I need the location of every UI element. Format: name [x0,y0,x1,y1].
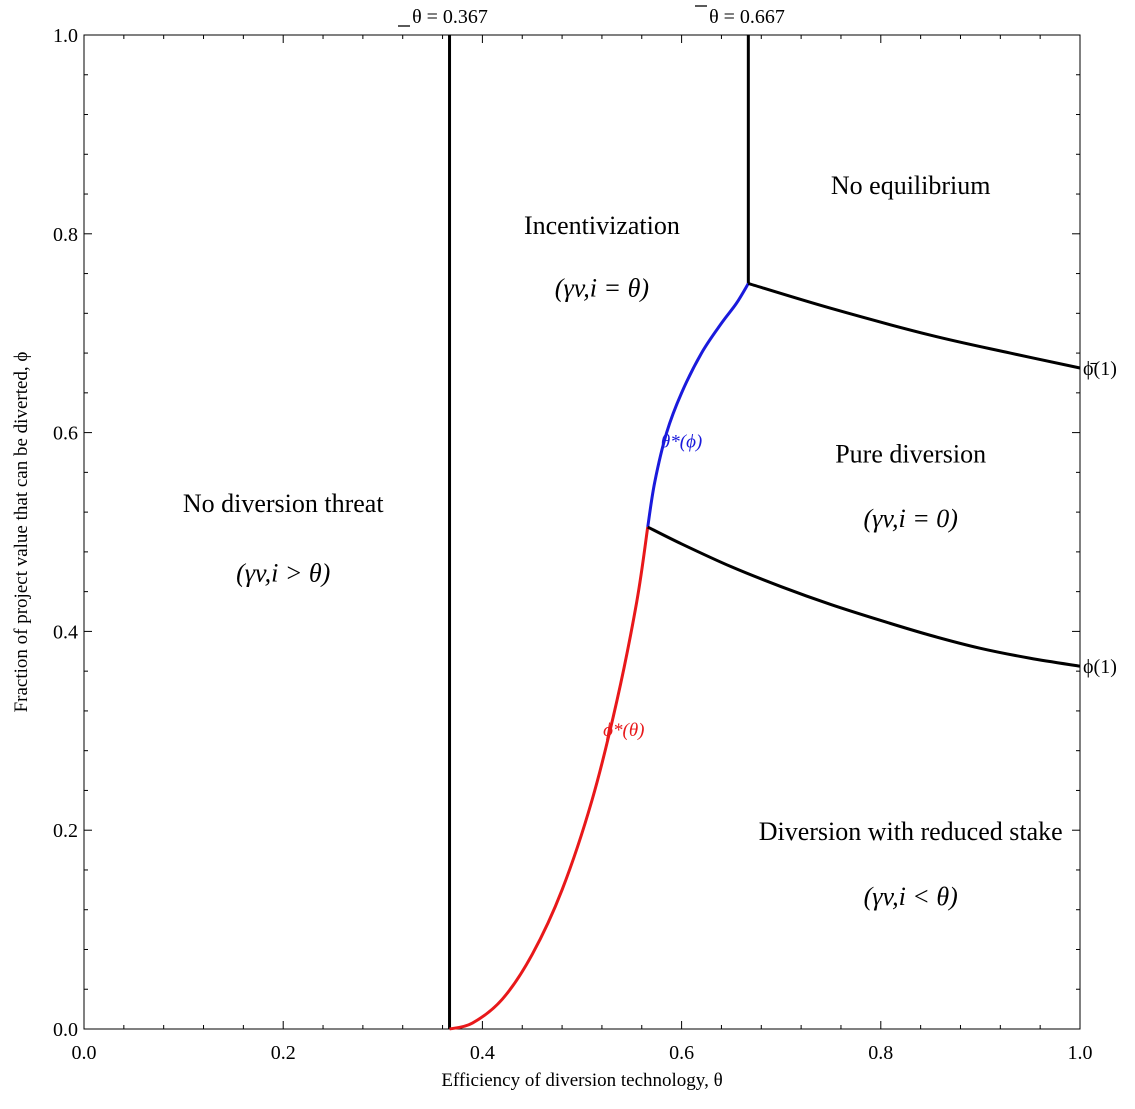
x-tick-label: 0.0 [72,1042,97,1064]
y-tick-label: 0.8 [53,224,78,246]
x-tick-label: 0.2 [271,1042,296,1064]
series-line-1 [646,282,750,528]
region-condition: (γv,i = 0) [863,504,957,533]
y-axis-label: Fraction of project value that can be di… [11,352,32,713]
chart-annotations: No diversion threat (γv,i > θ) Incentiviza… [183,171,1117,911]
x-axis-label: Efficiency of diversion technology, θ [441,1070,722,1091]
y-tick-label: 0.6 [53,423,78,445]
series-line-2 [747,282,1081,370]
region-condition: (γv,i = θ) [555,273,649,302]
region-label: No diversion threat [183,489,385,518]
x-tick-label: 0.4 [470,1042,495,1064]
region-condition: (γv,i < θ) [864,882,958,911]
x-tick-label: 1.0 [1068,1042,1093,1064]
plot-frame [83,34,1081,1030]
y-tick-label: 0.0 [53,1019,78,1041]
x-tick-label: 0.8 [868,1042,893,1064]
region-condition: (γv,i > θ) [236,559,330,588]
region-label: Pure diversion [835,439,986,468]
tick-labels: 0.0 0.2 0.4 0.6 0.8 1.0 0.0 0.2 0.4 0.6 0.8 1.0 [53,25,1093,1064]
y-tick-label: 0.4 [53,621,78,643]
region-label: No equilibrium [831,171,991,200]
series-line-0 [449,526,650,1031]
edge-label: ϕ̄(1) [1083,358,1117,380]
axis-ticks [83,34,1081,1030]
series-line-3 [647,525,1081,668]
region-label: Diversion with reduced stake [759,817,1063,846]
boundary-lines [448,35,1081,1031]
theta-low-label: θ = 0.367 [412,6,488,28]
y-tick-label: 0.2 [53,820,78,842]
edge-label: ϕ(1) [1083,656,1117,678]
curve-label: ϕ*(θ) [603,720,644,741]
y-tick-label: 1.0 [53,25,78,47]
x-tick-label: 0.6 [669,1042,694,1064]
curve-label: θ*(ϕ) [661,432,702,453]
region-label: Incentivization [524,211,680,240]
theta-high-label: θ = 0.667 [709,6,785,28]
